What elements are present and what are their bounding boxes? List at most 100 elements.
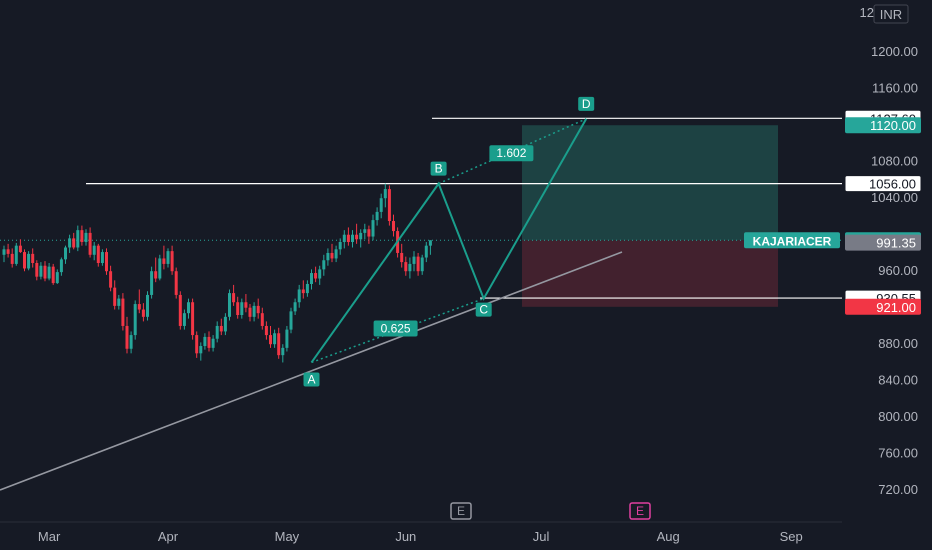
candle-body[interactable] [162, 258, 166, 264]
candle-body[interactable] [412, 256, 416, 264]
candle-body[interactable] [383, 189, 387, 199]
candle-body[interactable] [420, 257, 424, 272]
candle-body[interactable] [23, 252, 26, 269]
pattern-point-badge[interactable] [430, 161, 447, 176]
candle-body[interactable] [359, 232, 363, 240]
candle-body[interactable] [6, 249, 10, 254]
candle-body[interactable] [322, 260, 326, 270]
pattern-point-badge[interactable] [303, 372, 320, 387]
candle-body[interactable] [158, 258, 162, 279]
candle-body[interactable] [346, 234, 350, 243]
candle-body[interactable] [31, 253, 35, 263]
candle-body[interactable] [199, 346, 203, 354]
candle-body[interactable] [18, 245, 22, 253]
candle-body[interactable] [228, 293, 231, 317]
candle-body[interactable] [363, 229, 367, 233]
candle-body[interactable] [113, 287, 117, 306]
candle-body[interactable] [2, 249, 6, 255]
candle-body[interactable] [76, 230, 80, 248]
candle-body[interactable] [146, 294, 149, 317]
candle-body[interactable] [51, 266, 55, 284]
candle-body[interactable] [72, 238, 76, 248]
candle-body[interactable] [338, 242, 342, 250]
candle-body[interactable] [236, 302, 240, 316]
candle-body[interactable] [88, 232, 92, 255]
candle-body[interactable] [256, 305, 260, 314]
price-axis-label[interactable] [845, 117, 921, 134]
price-axis-label[interactable] [844, 175, 922, 193]
candle-body[interactable] [96, 245, 100, 263]
candle-body[interactable] [154, 271, 158, 279]
candle-body[interactable] [170, 251, 174, 272]
candle-body[interactable] [408, 263, 412, 272]
candle-body[interactable] [277, 333, 281, 356]
candle-body[interactable] [264, 325, 268, 336]
candle-body[interactable] [342, 234, 346, 243]
candle-body[interactable] [223, 316, 227, 332]
candle-body[interactable] [47, 266, 51, 279]
candle-body[interactable] [203, 336, 207, 347]
candle-body[interactable] [428, 240, 432, 246]
candle-body[interactable] [219, 325, 223, 332]
candle-body[interactable] [232, 293, 236, 303]
candle-body[interactable] [68, 238, 72, 248]
candle-body[interactable] [191, 302, 195, 336]
candle-body[interactable] [318, 269, 322, 279]
candle-body[interactable] [371, 220, 375, 237]
candle-body[interactable] [133, 304, 137, 336]
candle-body[interactable] [92, 245, 96, 255]
candle-body[interactable] [121, 298, 125, 326]
candle-body[interactable] [273, 333, 277, 345]
candle-body[interactable] [424, 245, 428, 258]
candle-body[interactable] [375, 211, 379, 221]
candle-body[interactable] [285, 329, 289, 348]
candle-body[interactable] [211, 338, 215, 348]
candle-body[interactable] [141, 309, 145, 317]
candle-body[interactable] [100, 252, 104, 263]
candle-body[interactable] [109, 271, 113, 288]
candle-body[interactable] [297, 289, 301, 303]
candle-body[interactable] [137, 304, 141, 310]
candle-body[interactable] [293, 302, 297, 312]
candle-body[interactable] [326, 252, 330, 261]
candle-body[interactable] [301, 289, 305, 294]
candle-body[interactable] [80, 230, 84, 243]
candle-body[interactable] [281, 347, 285, 356]
candle-body[interactable] [387, 189, 391, 222]
candle-body[interactable] [215, 325, 219, 339]
earnings-event-icon[interactable] [450, 502, 472, 520]
candle-body[interactable] [125, 325, 129, 349]
candle-body[interactable] [117, 298, 121, 306]
candle-body[interactable] [355, 234, 359, 240]
candle-body[interactable] [55, 272, 59, 284]
candle-body[interactable] [244, 302, 248, 308]
candle-body[interactable] [248, 307, 252, 317]
candle-body[interactable] [14, 245, 18, 264]
candle-body[interactable] [260, 313, 264, 326]
currency-button[interactable] [873, 4, 909, 24]
candle-body[interactable] [334, 249, 338, 259]
candle-body[interactable] [27, 253, 31, 269]
candle-body[interactable] [400, 252, 404, 263]
abcd-pattern-line[interactable] [310, 118, 588, 364]
candle-body[interactable] [351, 234, 354, 243]
price-axis-label[interactable] [845, 234, 921, 251]
candle-body[interactable] [310, 273, 313, 284]
candle-body[interactable] [178, 294, 182, 326]
candle-body[interactable] [305, 283, 309, 294]
candle-body[interactable] [240, 302, 244, 316]
candle-body[interactable] [182, 313, 186, 326]
candle-body[interactable] [330, 252, 334, 259]
candle-body[interactable] [10, 253, 14, 264]
candle-body[interactable] [174, 271, 178, 295]
candle-body[interactable] [289, 311, 293, 330]
symbol-badge[interactable] [744, 232, 840, 249]
pattern-point-badge[interactable] [578, 96, 595, 111]
candle-body[interactable] [166, 251, 170, 264]
candle-body[interactable] [367, 229, 371, 237]
candle-body[interactable] [105, 252, 108, 272]
candle-body[interactable] [59, 259, 63, 273]
candle-body[interactable] [39, 265, 43, 277]
